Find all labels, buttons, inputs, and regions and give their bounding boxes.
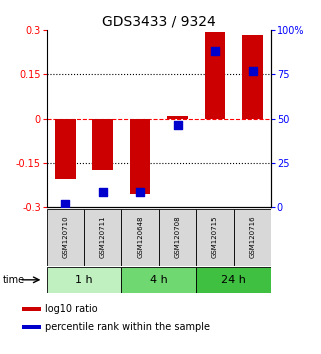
Bar	[242, 34, 263, 119]
Text: 1 h: 1 h	[75, 275, 93, 285]
Text: time: time	[3, 275, 25, 285]
Text: log10 ratio: log10 ratio	[45, 304, 98, 314]
Point	[250, 68, 255, 74]
Bar	[196, 209, 234, 266]
Bar	[159, 209, 196, 266]
Point	[138, 189, 143, 195]
Bar	[130, 119, 151, 194]
Text: GSM120715: GSM120715	[212, 216, 218, 258]
Text: GSM120648: GSM120648	[137, 216, 143, 258]
Text: GSM120710: GSM120710	[62, 216, 68, 258]
Point	[175, 122, 180, 128]
Text: GSM120716: GSM120716	[249, 216, 256, 258]
Text: percentile rank within the sample: percentile rank within the sample	[45, 322, 210, 332]
Point	[100, 189, 105, 195]
Bar	[22, 307, 41, 311]
Bar	[92, 119, 113, 170]
Bar	[22, 325, 41, 329]
Bar	[55, 119, 75, 179]
Bar	[196, 267, 271, 293]
Bar	[47, 267, 121, 293]
Bar	[121, 209, 159, 266]
Text: 4 h: 4 h	[150, 275, 168, 285]
Bar	[121, 267, 196, 293]
Bar	[167, 116, 188, 119]
Point	[213, 48, 218, 54]
Point	[63, 201, 68, 206]
Text: GSM120708: GSM120708	[175, 216, 181, 258]
Text: GSM120711: GSM120711	[100, 216, 106, 258]
Bar	[84, 209, 121, 266]
Text: 24 h: 24 h	[221, 275, 246, 285]
Bar	[234, 209, 271, 266]
Bar	[47, 209, 84, 266]
Bar	[205, 32, 225, 119]
Title: GDS3433 / 9324: GDS3433 / 9324	[102, 15, 216, 29]
